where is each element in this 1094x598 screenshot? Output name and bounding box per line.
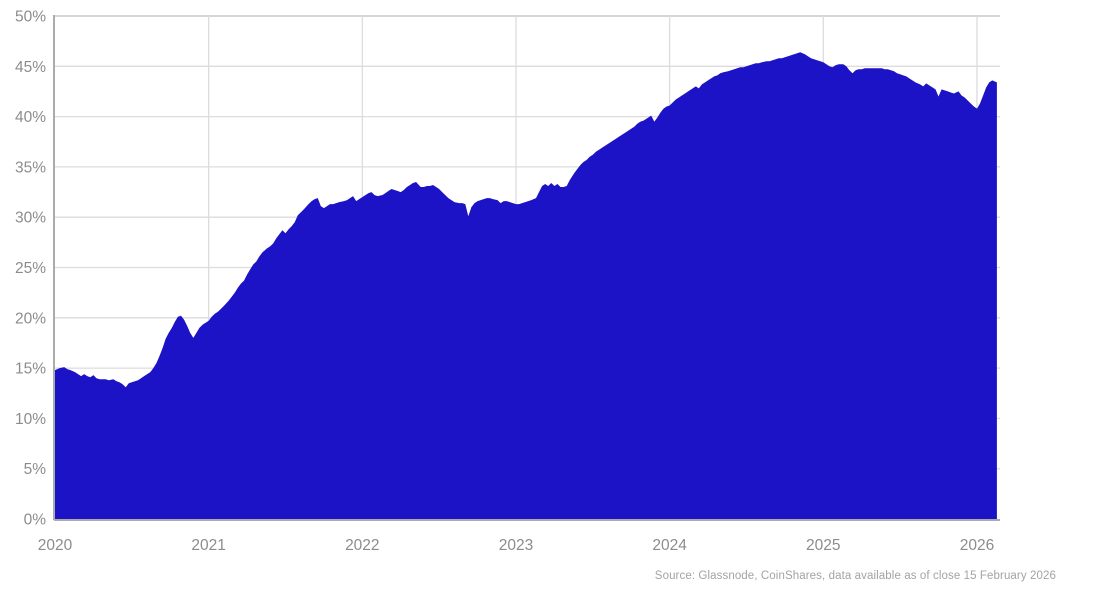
x-axis-tick-label: 2023 [499, 537, 533, 554]
x-axis-tick-label: 2024 [652, 537, 687, 554]
y-axis-tick-label: 20% [15, 310, 46, 327]
y-axis-tick-label: 0% [24, 512, 47, 529]
x-axis-tick-label: 2022 [345, 537, 379, 554]
y-axis-tick-label: 45% [15, 59, 46, 76]
y-axis-tick-label: 30% [15, 210, 46, 227]
y-axis-tick-label: 10% [15, 411, 46, 428]
source-note: Source: Glassnode, CoinShares, data avai… [654, 570, 1056, 582]
y-axis-tick-label: 5% [24, 461, 47, 478]
y-axis-tick-label: 50% [15, 9, 46, 26]
x-axis-tick-label: 2020 [38, 537, 73, 554]
y-axis-tick-label: 40% [15, 109, 46, 126]
x-axis-tick-label: 2026 [960, 537, 994, 554]
area-series [55, 52, 997, 519]
y-axis-tick-label: 25% [15, 260, 46, 277]
y-axis-tick-label: 15% [15, 361, 46, 378]
x-axis-tick-label: 2021 [191, 537, 225, 554]
y-axis-tick-label: 35% [15, 159, 46, 176]
x-axis-tick-label: 2025 [806, 537, 840, 554]
